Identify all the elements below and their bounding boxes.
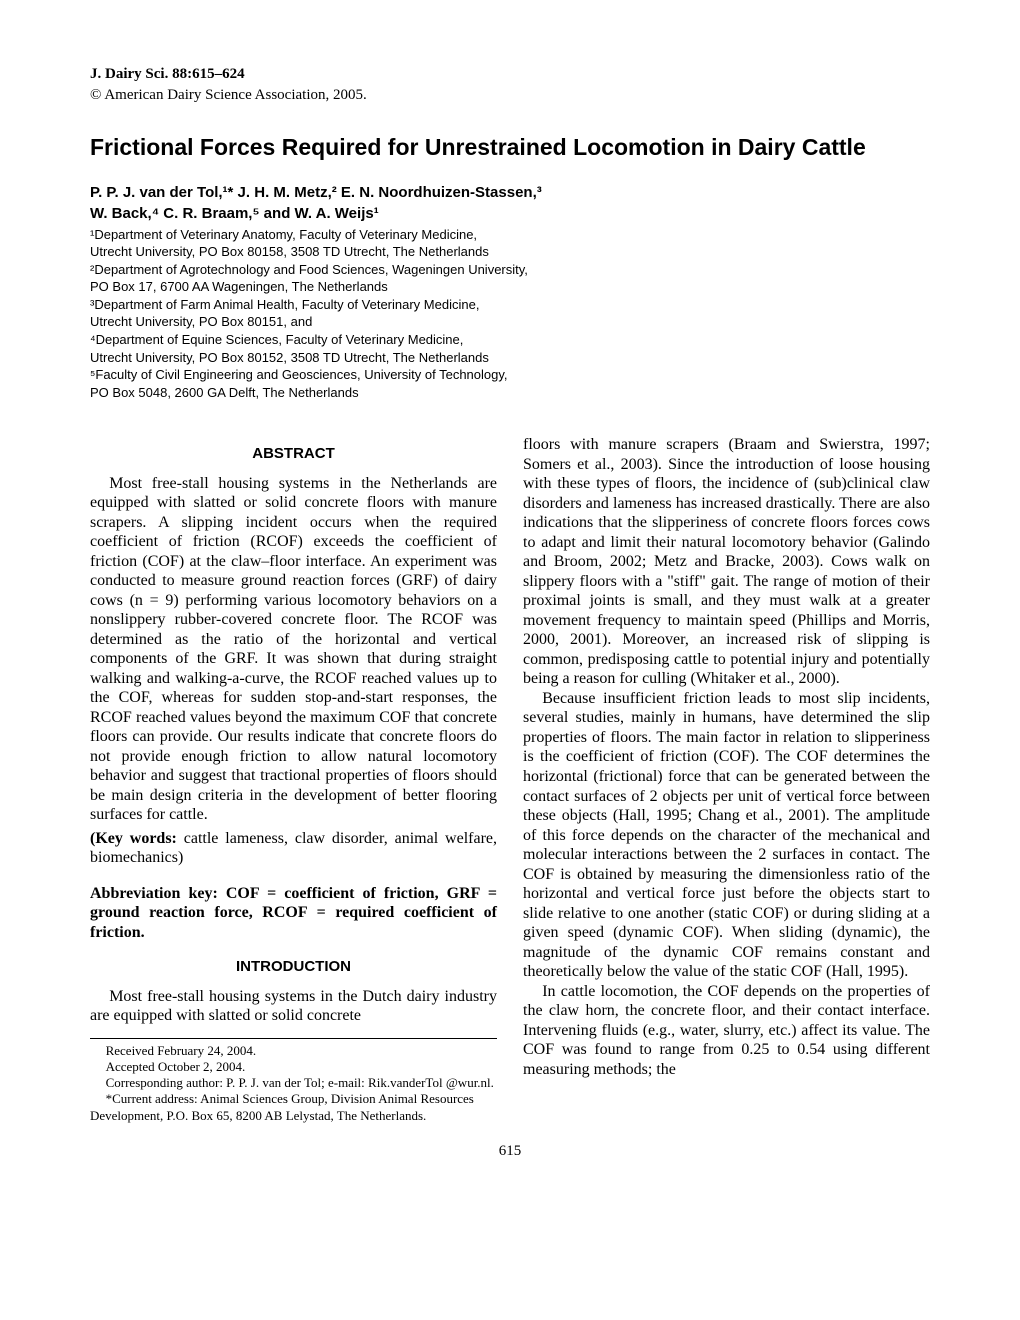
article-title: Frictional Forces Required for Unrestrai…	[90, 133, 930, 162]
footnote-current-address: *Current address: Animal Sciences Group,…	[90, 1091, 497, 1124]
affiliation-line: PO Box 17, 6700 AA Wageningen, The Nethe…	[90, 278, 930, 296]
affiliation-line: ⁵Faculty of Civil Engineering and Geosci…	[90, 366, 930, 384]
affiliation-line: ³Department of Farm Animal Health, Facul…	[90, 296, 930, 314]
copyright-line: © American Dairy Science Association, 20…	[90, 86, 930, 105]
keywords-label: (Key words:	[90, 830, 177, 847]
footnote-corresponding: Corresponding author: P. P. J. van der T…	[90, 1075, 497, 1091]
intro-paragraph-2: Because insufficient friction leads to m…	[523, 689, 930, 982]
affiliation-line: PO Box 5048, 2600 GA Delft, The Netherla…	[90, 384, 930, 402]
journal-citation: J. Dairy Sci. 88:615–624	[90, 65, 930, 84]
body-columns: ABSTRACT Most free-stall housing systems…	[90, 435, 930, 1124]
intro-paragraph-1-cont: floors with manure scrapers (Braam and S…	[523, 435, 930, 689]
affiliation-line: ¹Department of Veterinary Anatomy, Facul…	[90, 226, 930, 244]
footnotes-block: Received February 24, 2004. Accepted Oct…	[90, 1038, 497, 1124]
affiliation-line: ⁴Department of Equine Sciences, Faculty …	[90, 331, 930, 349]
affiliation-line: Utrecht University, PO Box 80158, 3508 T…	[90, 243, 930, 261]
authors-line-1: P. P. J. van der Tol,¹* J. H. M. Metz,² …	[90, 183, 930, 203]
intro-paragraph-3: In cattle locomotion, the COF depends on…	[523, 982, 930, 1080]
page-number: 615	[90, 1142, 930, 1161]
affiliations-block: ¹Department of Veterinary Anatomy, Facul…	[90, 226, 930, 401]
abbreviation-key: Abbreviation key: COF = coefficient of f…	[90, 884, 497, 943]
affiliation-line: Utrecht University, PO Box 80152, 3508 T…	[90, 349, 930, 367]
abstract-paragraph: Most free-stall housing systems in the N…	[90, 474, 497, 825]
affiliation-line: Utrecht University, PO Box 80151, and	[90, 313, 930, 331]
introduction-heading: INTRODUCTION	[90, 958, 497, 976]
intro-paragraph-1-lead: Most free-stall housing systems in the D…	[90, 987, 497, 1026]
footnote-accepted: Accepted October 2, 2004.	[90, 1059, 497, 1075]
authors: P. P. J. van der Tol,¹* J. H. M. Metz,² …	[90, 183, 930, 224]
authors-line-2: W. Back,⁴ C. R. Braam,⁵ and W. A. Weijs¹	[90, 204, 930, 224]
affiliation-line: ²Department of Agrotechnology and Food S…	[90, 261, 930, 279]
keywords-line: (Key words: cattle lameness, claw disord…	[90, 829, 497, 868]
footnote-received: Received February 24, 2004.	[90, 1043, 497, 1059]
abbrev-label: Abbreviation key:	[90, 885, 218, 902]
abstract-heading: ABSTRACT	[90, 445, 497, 463]
